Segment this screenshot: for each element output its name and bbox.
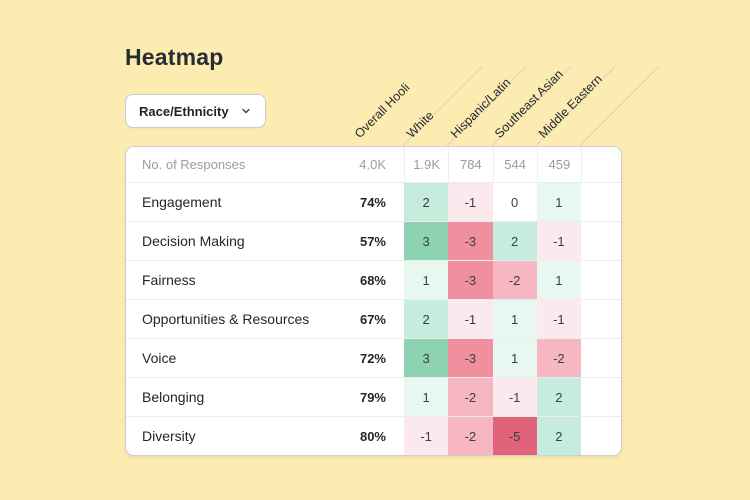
- delta-cell: -1: [448, 300, 493, 338]
- delta-cell: -5: [492, 417, 537, 455]
- overall-value-cell: 79%: [359, 389, 386, 405]
- responses-value: 784: [448, 147, 492, 182]
- filler-cell: [581, 417, 621, 455]
- delta-cell: 1: [404, 261, 449, 299]
- delta-cell: 2: [404, 183, 449, 221]
- overall-value-cell: 72%: [359, 350, 386, 366]
- delta-cell: 1: [536, 261, 581, 299]
- table-row: Engagement 74% 2 -1 0 1: [126, 182, 621, 221]
- filler-cell: [581, 378, 621, 416]
- column-header-label: Overall Hooli: [352, 80, 413, 141]
- delta-cell: -1: [536, 222, 581, 260]
- delta-cell: 2: [536, 417, 581, 455]
- delta-cell: 3: [404, 222, 449, 260]
- row-label: Opportunities & Resources: [142, 311, 310, 327]
- table-row: Belonging 79% 1 -2 -1 2: [126, 377, 621, 416]
- delta-cell: 2: [536, 378, 581, 416]
- responses-value: 1.9K: [404, 147, 448, 182]
- table-row: Diversity 80% -1 -2 -5 2: [126, 416, 621, 455]
- table-row: Fairness 68% 1 -3 -2 1: [126, 260, 621, 299]
- responses-label: No. of Responses: [142, 157, 246, 172]
- delta-cell: -3: [448, 339, 493, 377]
- delta-cell: -3: [448, 261, 493, 299]
- responses-row: No. of Responses 4.0K 1.9K 784 544 459: [126, 147, 621, 182]
- delta-cell: -1: [448, 183, 493, 221]
- responses-overall-value: 4.0K: [359, 157, 386, 172]
- row-label: Decision Making: [142, 233, 245, 249]
- column-headers: Overall Hooli White Hispanic/Latin Southeas…: [0, 0, 750, 146]
- delta-cell: 2: [492, 222, 537, 260]
- page-title: Heatmap: [125, 44, 224, 70]
- table-row: Voice 72% 3 -3 1 -2: [126, 338, 621, 377]
- race-ethnicity-dropdown[interactable]: Race/Ethnicity: [125, 94, 266, 128]
- filler-cell: [581, 147, 621, 182]
- overall-value-cell: 74%: [359, 194, 386, 210]
- table-row: Opportunities & Resources 67% 2 -1 1 -1: [126, 299, 621, 338]
- filler-cell: [581, 183, 621, 221]
- delta-cell: -2: [492, 261, 537, 299]
- delta-cell: 1: [492, 300, 537, 338]
- delta-cell: -1: [492, 378, 537, 416]
- heatmap-table: No. of Responses 4.0K 1.9K 784 544 459 Enga…: [125, 146, 622, 456]
- overall-value-cell: 57%: [359, 233, 386, 249]
- delta-cell: -1: [536, 300, 581, 338]
- filler-cell: [581, 261, 621, 299]
- table-row: Decision Making 57% 3 -3 2 -1: [126, 221, 621, 260]
- delta-cell: -2: [448, 378, 493, 416]
- column-header-label: White: [404, 108, 437, 141]
- delta-cell: 1: [536, 183, 581, 221]
- delta-cell: 1: [492, 339, 537, 377]
- overall-value-cell: 68%: [359, 272, 386, 288]
- delta-cell: -1: [404, 417, 449, 455]
- row-label: Voice: [142, 350, 177, 366]
- delta-cell: 0: [492, 183, 537, 221]
- dropdown-label: Race/Ethnicity: [139, 103, 229, 119]
- delta-cell: -2: [448, 417, 493, 455]
- filler-cell: [581, 339, 621, 377]
- filler-cell: [581, 300, 621, 338]
- row-label: Fairness: [142, 272, 196, 288]
- delta-cell: -3: [448, 222, 493, 260]
- responses-value: 544: [492, 147, 537, 182]
- delta-cell: -2: [536, 339, 581, 377]
- row-label: Engagement: [142, 194, 222, 210]
- responses-value: 459: [536, 147, 581, 182]
- delta-cell: 1: [404, 378, 449, 416]
- row-label: Diversity: [142, 428, 196, 444]
- delta-cell: 2: [404, 300, 449, 338]
- overall-value-cell: 67%: [359, 311, 386, 327]
- filler-cell: [581, 222, 621, 260]
- overall-value-cell: 80%: [359, 428, 386, 444]
- chevron-down-icon: [240, 105, 252, 117]
- row-label: Belonging: [142, 389, 205, 405]
- delta-cell: 3: [404, 339, 449, 377]
